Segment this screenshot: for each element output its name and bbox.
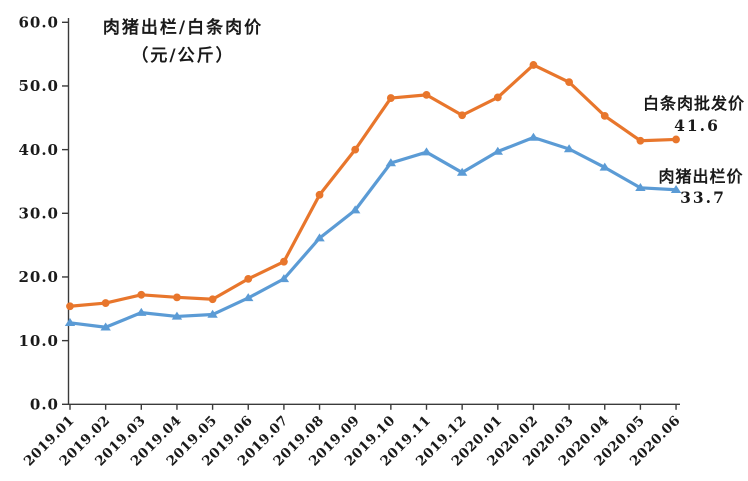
data-point-marker bbox=[315, 190, 324, 199]
data-point-marker bbox=[492, 146, 503, 155]
data-point-marker bbox=[171, 311, 183, 320]
data-point-marker bbox=[493, 93, 502, 102]
data-point-marker bbox=[351, 145, 360, 154]
data-point-marker bbox=[421, 147, 432, 156]
data-point-marker bbox=[208, 295, 217, 304]
data-point-marker bbox=[173, 293, 181, 302]
farmgate-end-value: 33.7 bbox=[680, 188, 726, 207]
wholesale-end-value: 41.6 bbox=[674, 116, 720, 135]
data-point-marker bbox=[136, 307, 147, 316]
data-point-marker bbox=[207, 309, 218, 318]
data-point-marker bbox=[280, 257, 288, 266]
data-point-marker bbox=[244, 274, 253, 283]
data-point-marker bbox=[278, 274, 290, 283]
data-point-marker bbox=[600, 111, 609, 120]
wholesale-series-label: 白条肉批发价 bbox=[643, 94, 745, 113]
y-tick-label: 40.0 bbox=[18, 141, 59, 159]
farmgate-price-line bbox=[68, 135, 678, 329]
data-point-marker bbox=[64, 318, 76, 327]
data-point-marker bbox=[670, 184, 682, 193]
data-point-marker bbox=[101, 299, 110, 307]
y-tick-label: 60.0 bbox=[18, 14, 59, 32]
y-tick-label: 10.0 bbox=[18, 332, 59, 350]
data-point-marker bbox=[529, 61, 538, 69]
data-point-marker bbox=[635, 183, 646, 192]
data-point-marker bbox=[314, 233, 325, 242]
data-point-marker bbox=[565, 78, 573, 87]
data-point-marker bbox=[599, 162, 610, 171]
y-tick-label: 30.0 bbox=[18, 205, 59, 223]
data-point-marker bbox=[385, 158, 397, 167]
data-point-marker bbox=[137, 290, 146, 299]
y-tick-label: 20.0 bbox=[18, 268, 59, 286]
data-point-marker bbox=[458, 111, 467, 120]
chart-title-line1: 肉猪出栏/白条肉价 bbox=[103, 17, 263, 38]
data-point-marker bbox=[66, 302, 74, 311]
farmgate-series-label: 肉猪出栏价 bbox=[658, 167, 743, 186]
data-point-marker bbox=[672, 135, 680, 144]
data-point-marker bbox=[456, 167, 468, 176]
data-point-marker bbox=[243, 293, 254, 302]
data-point-marker bbox=[563, 144, 575, 153]
data-point-marker bbox=[350, 205, 361, 214]
data-point-marker bbox=[386, 94, 395, 102]
y-tick-label: 50.0 bbox=[18, 77, 59, 95]
data-point-marker bbox=[100, 322, 111, 331]
data-point-marker bbox=[422, 90, 431, 99]
data-point-marker bbox=[636, 136, 645, 145]
wholesale-price-line bbox=[68, 63, 678, 308]
data-point-marker bbox=[528, 132, 539, 141]
y-tick-label: 0.0 bbox=[30, 396, 59, 414]
chart-title-line2: （元/公斤） bbox=[131, 45, 234, 66]
plot-layer: 0.010.020.030.040.050.060.02019.012019.0… bbox=[18, 14, 683, 470]
